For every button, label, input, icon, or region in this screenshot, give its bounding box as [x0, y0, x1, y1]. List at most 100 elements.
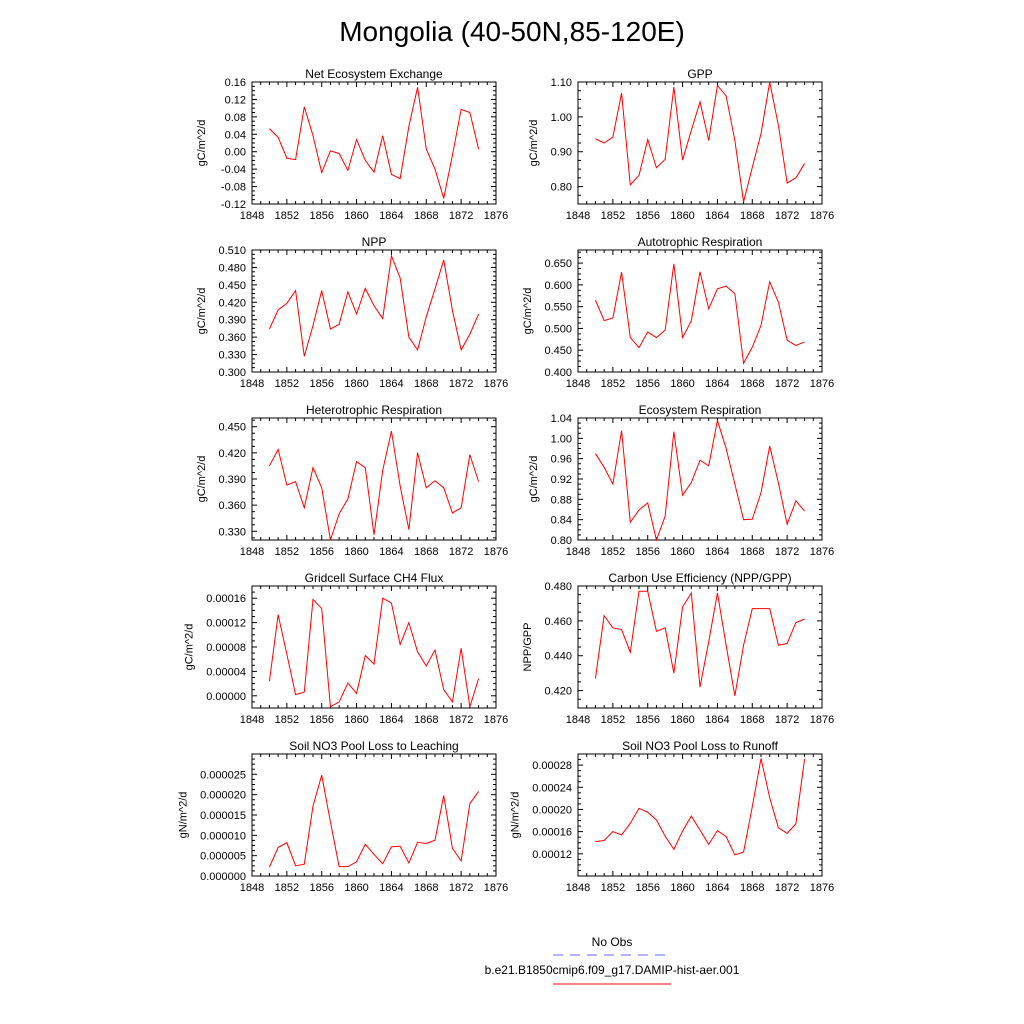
- npp-ytick-label: 0.480: [218, 262, 246, 274]
- carbon-use-efficiency-npp-gpp-ytick-label: 0.420: [544, 686, 572, 698]
- ecosystem-respiration-ylabel: gC/m^2/d: [528, 456, 540, 503]
- legend-label-no-obs: No Obs: [592, 935, 633, 949]
- npp-ylabel: gC/m^2/d: [196, 288, 208, 335]
- net-ecosystem-exchange-xtick-label: 1872: [449, 210, 473, 222]
- gridcell-surface-ch4-flux-xtick-label: 1860: [344, 714, 368, 726]
- heterotrophic-respiration-xtick-label: 1856: [309, 546, 333, 558]
- soil-no3-pool-loss-to-runoff-xtick-label: 1848: [566, 882, 590, 894]
- npp-ytick-label: 0.420: [218, 297, 246, 309]
- autotrophic-respiration-xtick-label: 1852: [601, 378, 625, 390]
- gridcell-surface-ch4-flux-title: Gridcell Surface CH4 Flux: [305, 571, 444, 585]
- panel-carbon-use-efficiency-npp-gpp: Carbon Use Efficiency (NPP/GPP) 1848 1852 1…: [522, 571, 834, 726]
- ecosystem-respiration-series-line: [595, 420, 805, 542]
- gridcell-surface-ch4-flux-xtick-label: 1864: [379, 714, 403, 726]
- soil-no3-pool-loss-to-runoff-ytick-label: 0.00020: [532, 804, 572, 816]
- gpp-ytick-label: 0.80: [551, 182, 572, 194]
- carbon-use-efficiency-npp-gpp-xtick-label: 1864: [705, 714, 729, 726]
- net-ecosystem-exchange-ytick-label: -0.04: [221, 164, 246, 176]
- gridcell-surface-ch4-flux-ytick-label: 0.00012: [206, 618, 246, 630]
- ecosystem-respiration-ytick-label: 0.80: [551, 535, 572, 547]
- net-ecosystem-exchange-ytick-label: 0.16: [225, 77, 246, 89]
- soil-no3-pool-loss-to-runoff-xtick-label: 1852: [601, 882, 625, 894]
- gridcell-surface-ch4-flux-xtick-label: 1868: [414, 714, 438, 726]
- carbon-use-efficiency-npp-gpp-ytick-label: 0.460: [544, 616, 572, 628]
- net-ecosystem-exchange-ytick-label: 0.12: [225, 94, 246, 106]
- heterotrophic-respiration-xtick-label: 1876: [484, 546, 508, 558]
- legend-label-model: b.e21.B1850cmip6.f09_g17.DAMIP-hist-aer.…: [485, 963, 740, 977]
- gridcell-surface-ch4-flux-xtick-label: 1848: [240, 714, 264, 726]
- soil-no3-pool-loss-to-runoff-ytick-label: 0.00012: [532, 849, 572, 861]
- net-ecosystem-exchange-title: Net Ecosystem Exchange: [305, 67, 443, 81]
- net-ecosystem-exchange-ytick-label: 0.04: [225, 129, 246, 141]
- autotrophic-respiration-xtick-label: 1872: [775, 378, 799, 390]
- soil-no3-pool-loss-to-leaching-xtick-label: 1852: [275, 882, 299, 894]
- net-ecosystem-exchange-xtick-label: 1860: [344, 210, 368, 222]
- ecosystem-respiration-xtick-label: 1872: [775, 546, 799, 558]
- npp-series-line: [268, 253, 480, 357]
- soil-no3-pool-loss-to-leaching-ytick-label: 0.000015: [200, 810, 246, 822]
- net-ecosystem-exchange-ytick-label: -0.08: [221, 182, 246, 194]
- autotrophic-respiration-xtick-label: 1856: [635, 378, 659, 390]
- soil-no3-pool-loss-to-runoff-ytick-label: 0.00028: [532, 760, 572, 772]
- gpp-xtick-label: 1856: [635, 210, 659, 222]
- npp-ytick-label: 0.360: [218, 332, 246, 344]
- ecosystem-respiration-xtick-label: 1856: [635, 546, 659, 558]
- ecosystem-respiration-ytick-label: 0.84: [551, 515, 572, 527]
- soil-no3-pool-loss-to-runoff-ytick-label: 0.00024: [532, 782, 572, 794]
- gridcell-surface-ch4-flux-xtick-label: 1876: [484, 714, 508, 726]
- ecosystem-respiration-xtick-label: 1848: [566, 546, 590, 558]
- panel-ecosystem-respiration: Ecosystem Respiration 1848 1852 1856 1860 186…: [528, 403, 834, 558]
- soil-no3-pool-loss-to-leaching-title: Soil NO3 Pool Loss to Leaching: [289, 739, 458, 753]
- npp-ytick-label: 0.450: [218, 280, 246, 292]
- soil-no3-pool-loss-to-runoff-xtick-label: 1868: [740, 882, 764, 894]
- npp-title: NPP: [362, 235, 387, 249]
- net-ecosystem-exchange-ytick-label: -0.12: [221, 199, 246, 211]
- soil-no3-pool-loss-to-leaching-ylabel: gN/m^2/d: [177, 792, 189, 839]
- soil-no3-pool-loss-to-runoff-xtick-label: 1856: [635, 882, 659, 894]
- carbon-use-efficiency-npp-gpp-ytick-label: 0.480: [544, 581, 572, 593]
- gpp-xtick-label: 1872: [775, 210, 799, 222]
- carbon-use-efficiency-npp-gpp-xtick-label: 1856: [635, 714, 659, 726]
- ecosystem-respiration-xtick-label: 1876: [810, 546, 834, 558]
- carbon-use-efficiency-npp-gpp-xtick-label: 1868: [740, 714, 764, 726]
- soil-no3-pool-loss-to-leaching-ytick-label: 0.000020: [200, 790, 246, 802]
- soil-no3-pool-loss-to-runoff-title: Soil NO3 Pool Loss to Runoff: [622, 739, 779, 753]
- npp-xtick-label: 1852: [275, 378, 299, 390]
- soil-no3-pool-loss-to-leaching-xtick-label: 1872: [449, 882, 473, 894]
- heterotrophic-respiration-xtick-label: 1848: [240, 546, 264, 558]
- autotrophic-respiration-ytick-label: 0.450: [544, 345, 572, 357]
- gpp-xtick-label: 1876: [810, 210, 834, 222]
- panel-autotrophic-respiration: Autotrophic Respiration 1848 1852 1856 1860 1…: [522, 235, 834, 390]
- soil-no3-pool-loss-to-runoff-xtick-label: 1864: [705, 882, 729, 894]
- heterotrophic-respiration-xtick-label: 1852: [275, 546, 299, 558]
- gridcell-surface-ch4-flux-xtick-label: 1872: [449, 714, 473, 726]
- soil-no3-pool-loss-to-runoff-xtick-label: 1860: [670, 882, 694, 894]
- carbon-use-efficiency-npp-gpp-xtick-label: 1876: [810, 714, 834, 726]
- gpp-ytick-label: 1.00: [551, 112, 572, 124]
- gridcell-surface-ch4-flux-ylabel: gC/m^2/d: [184, 624, 196, 671]
- gpp-series-line: [595, 81, 805, 203]
- heterotrophic-respiration-xtick-label: 1868: [414, 546, 438, 558]
- gridcell-surface-ch4-flux-xtick-label: 1852: [275, 714, 299, 726]
- gridcell-surface-ch4-flux-series-line: [268, 597, 480, 708]
- npp-xtick-label: 1860: [344, 378, 368, 390]
- carbon-use-efficiency-npp-gpp-xtick-label: 1848: [566, 714, 590, 726]
- npp-ytick-label: 0.510: [218, 245, 246, 257]
- autotrophic-respiration-ytick-label: 0.500: [544, 323, 572, 335]
- autotrophic-respiration-xtick-label: 1860: [670, 378, 694, 390]
- carbon-use-efficiency-npp-gpp-ytick-label: 0.440: [544, 651, 572, 663]
- npp-xtick-label: 1864: [379, 378, 403, 390]
- panel-npp: NPP 1848 1852 1856 1860 1864 1868 1872 1876 0.300…: [196, 235, 508, 390]
- soil-no3-pool-loss-to-leaching-ytick-label: 0.000005: [200, 851, 246, 863]
- npp-xtick-label: 1872: [449, 378, 473, 390]
- soil-no3-pool-loss-to-leaching-xtick-label: 1876: [484, 882, 508, 894]
- ecosystem-respiration-ytick-label: 0.92: [551, 474, 572, 486]
- gridcell-surface-ch4-flux-xtick-label: 1856: [309, 714, 333, 726]
- autotrophic-respiration-title: Autotrophic Respiration: [638, 235, 763, 249]
- net-ecosystem-exchange-ytick-label: 0.00: [225, 147, 246, 159]
- soil-no3-pool-loss-to-runoff-xtick-label: 1872: [775, 882, 799, 894]
- panel-grid: Net Ecosystem Exchange 1848 1852 1856 1860 18…: [177, 67, 834, 894]
- carbon-use-efficiency-npp-gpp-xtick-label: 1872: [775, 714, 799, 726]
- heterotrophic-respiration-ytick-label: 0.390: [218, 474, 246, 486]
- panel-net-ecosystem-exchange: Net Ecosystem Exchange 1848 1852 1856 1860 18…: [196, 67, 508, 222]
